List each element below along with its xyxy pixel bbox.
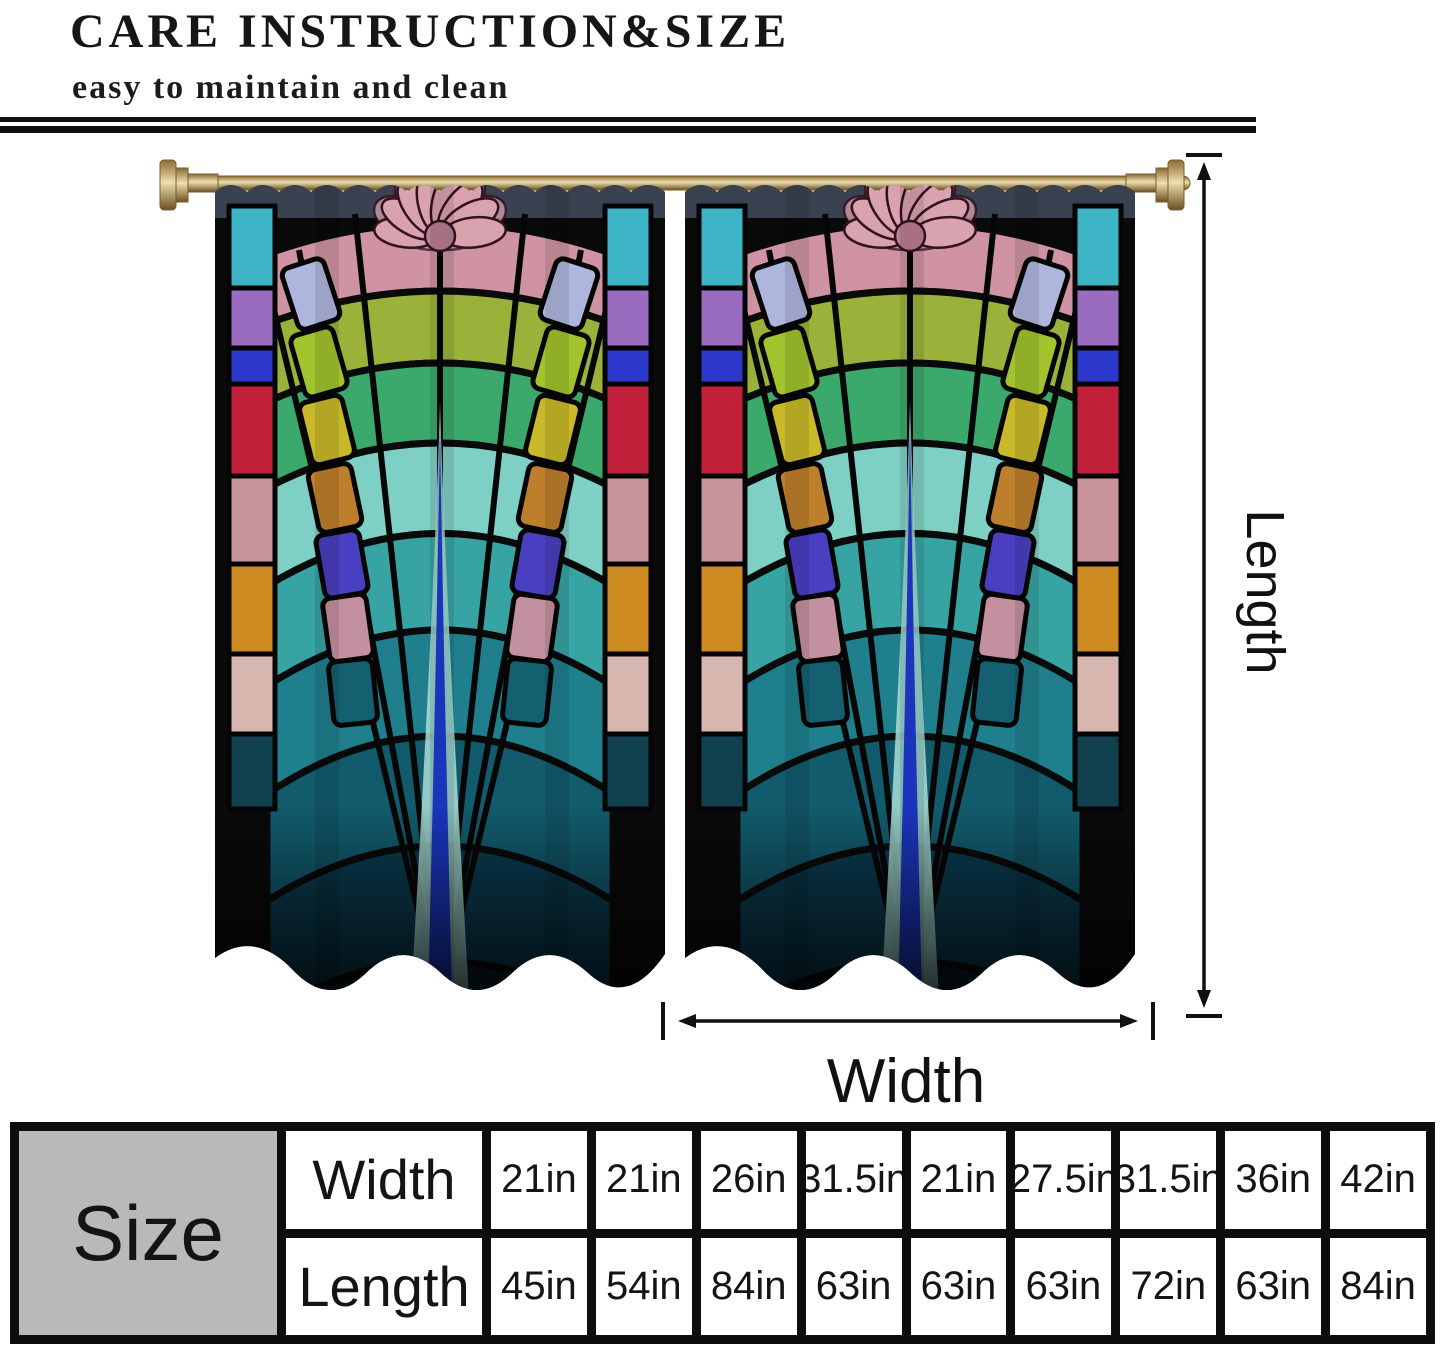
width-value: 42in <box>1330 1131 1426 1229</box>
length-value: 84in <box>700 1237 797 1335</box>
length-label: Length <box>1235 509 1295 674</box>
width-value: 27.5in <box>1015 1131 1112 1229</box>
width-value: 21in <box>595 1131 692 1229</box>
width-value: 31.5in <box>1120 1131 1217 1229</box>
curtain-diagram: Length Width <box>159 153 1295 1116</box>
rod-finial-right <box>1125 159 1185 211</box>
width-value: 26in <box>700 1131 797 1229</box>
page-subtitle: easy to maintain and clean <box>72 69 510 106</box>
width-label: Width <box>827 1047 985 1116</box>
length-annotation: Length <box>1186 153 1295 1018</box>
length-value: 84in <box>1330 1237 1426 1335</box>
size-table-corner-label: Size <box>19 1131 277 1335</box>
width-value: 36in <box>1225 1131 1322 1229</box>
width-value: 21in <box>491 1131 587 1229</box>
double-rule-divider <box>0 117 1256 133</box>
length-value: 63in <box>910 1237 1007 1335</box>
length-value: 72in <box>1120 1237 1217 1335</box>
width-value: 31.5in <box>805 1131 902 1229</box>
curtain-panel-right <box>685 163 1135 1046</box>
size-table-row-label-width: Width <box>286 1131 482 1229</box>
size-table: Size Width 21in 21in 26in 31.5in 21in 27… <box>10 1122 1435 1344</box>
width-annotation: Width <box>661 1002 1155 1116</box>
length-value: 63in <box>1225 1237 1322 1335</box>
rod-finial-left <box>159 159 219 211</box>
length-value: 54in <box>595 1237 692 1335</box>
length-value: 63in <box>805 1237 902 1335</box>
curtain-panel-left <box>215 163 665 1046</box>
length-value: 45in <box>491 1237 587 1335</box>
length-value: 63in <box>1015 1237 1112 1335</box>
size-table-row-label-length: Length <box>286 1237 482 1335</box>
header: CARE INSTRUCTION&SIZE easy to maintain a… <box>70 0 790 107</box>
page-title: CARE INSTRUCTION&SIZE <box>70 5 791 58</box>
width-value: 21in <box>910 1131 1007 1229</box>
curtain-scene: Length Width <box>0 150 1445 1122</box>
